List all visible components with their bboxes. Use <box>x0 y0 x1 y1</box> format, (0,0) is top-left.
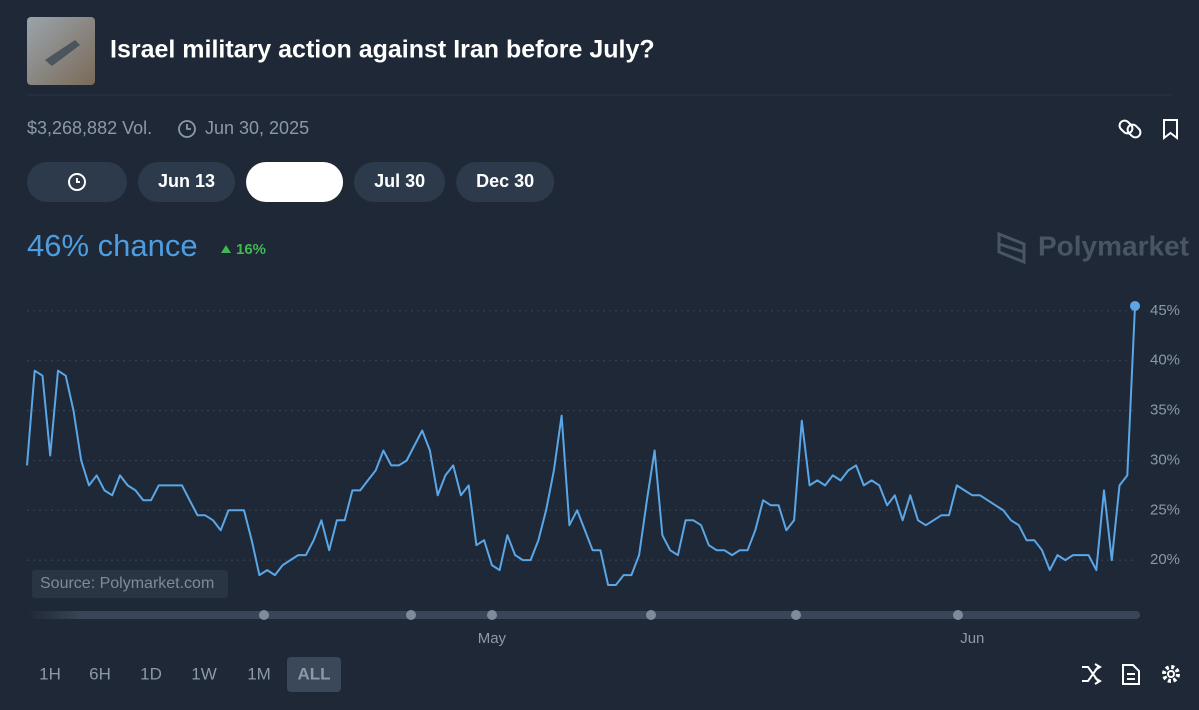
range-label[interactable]: 1H <box>39 664 61 683</box>
watermark-logo <box>997 231 1026 265</box>
range-label[interactable]: ALL <box>297 664 330 683</box>
date-tab-label: Jun 30 <box>266 171 323 191</box>
y-tick-label: 35% <box>1150 402 1180 419</box>
bookmark-icon[interactable] <box>1163 119 1178 141</box>
scrubber-dots <box>259 610 963 620</box>
x-tick-label: Jun <box>960 630 984 647</box>
chance: 46% chance <box>27 228 198 263</box>
y-tick-label: 30% <box>1150 451 1180 468</box>
clock-icon <box>178 120 196 138</box>
title: Israel military action against Iran befo… <box>110 36 655 64</box>
document-icon[interactable] <box>1122 664 1140 685</box>
shuffle-icon[interactable] <box>1082 663 1102 685</box>
volume: $3,268,882 Vol. <box>27 118 152 138</box>
settings-core <box>1167 670 1175 678</box>
date-tab-label: Dec 30 <box>476 171 534 191</box>
range-label[interactable]: 1D <box>140 664 162 683</box>
range-button[interactable] <box>287 657 341 692</box>
date-tab[interactable] <box>246 162 344 202</box>
source: Source: Polymarket.com <box>40 575 214 592</box>
x-tick-label: May <box>478 630 507 647</box>
range-label[interactable]: 6H <box>89 664 111 683</box>
scrubber-track[interactable] <box>27 611 1140 619</box>
date-tab[interactable] <box>354 162 446 202</box>
y-tick-label: 45% <box>1150 302 1180 319</box>
price-line <box>26 305 1136 586</box>
date-tab-label: Jun 13 <box>158 171 215 191</box>
history-hands <box>76 178 80 183</box>
y-tick-label: 40% <box>1150 352 1180 369</box>
history-icon <box>68 173 86 191</box>
link-icon[interactable] <box>1118 119 1143 140</box>
y-tick-label: 25% <box>1150 501 1180 518</box>
source-box <box>32 570 228 598</box>
y-tick-label: 20% <box>1150 551 1180 568</box>
date-tab[interactable] <box>138 162 236 202</box>
range-label[interactable]: 1M <box>247 664 271 683</box>
thumbnail-jet <box>45 40 80 66</box>
watermark: Polymarket <box>1038 230 1189 261</box>
end-date: Jun 30, 2025 <box>205 118 309 138</box>
up-arrow <box>221 245 231 253</box>
settings-icon[interactable] <box>1162 665 1180 683</box>
date-tab[interactable] <box>456 162 555 202</box>
range-label[interactable]: 1W <box>191 664 217 683</box>
change: 16% <box>236 241 266 258</box>
date-tab-label: Jul 30 <box>374 171 425 191</box>
last-point <box>1130 300 1140 311</box>
clock-hands <box>186 124 191 130</box>
